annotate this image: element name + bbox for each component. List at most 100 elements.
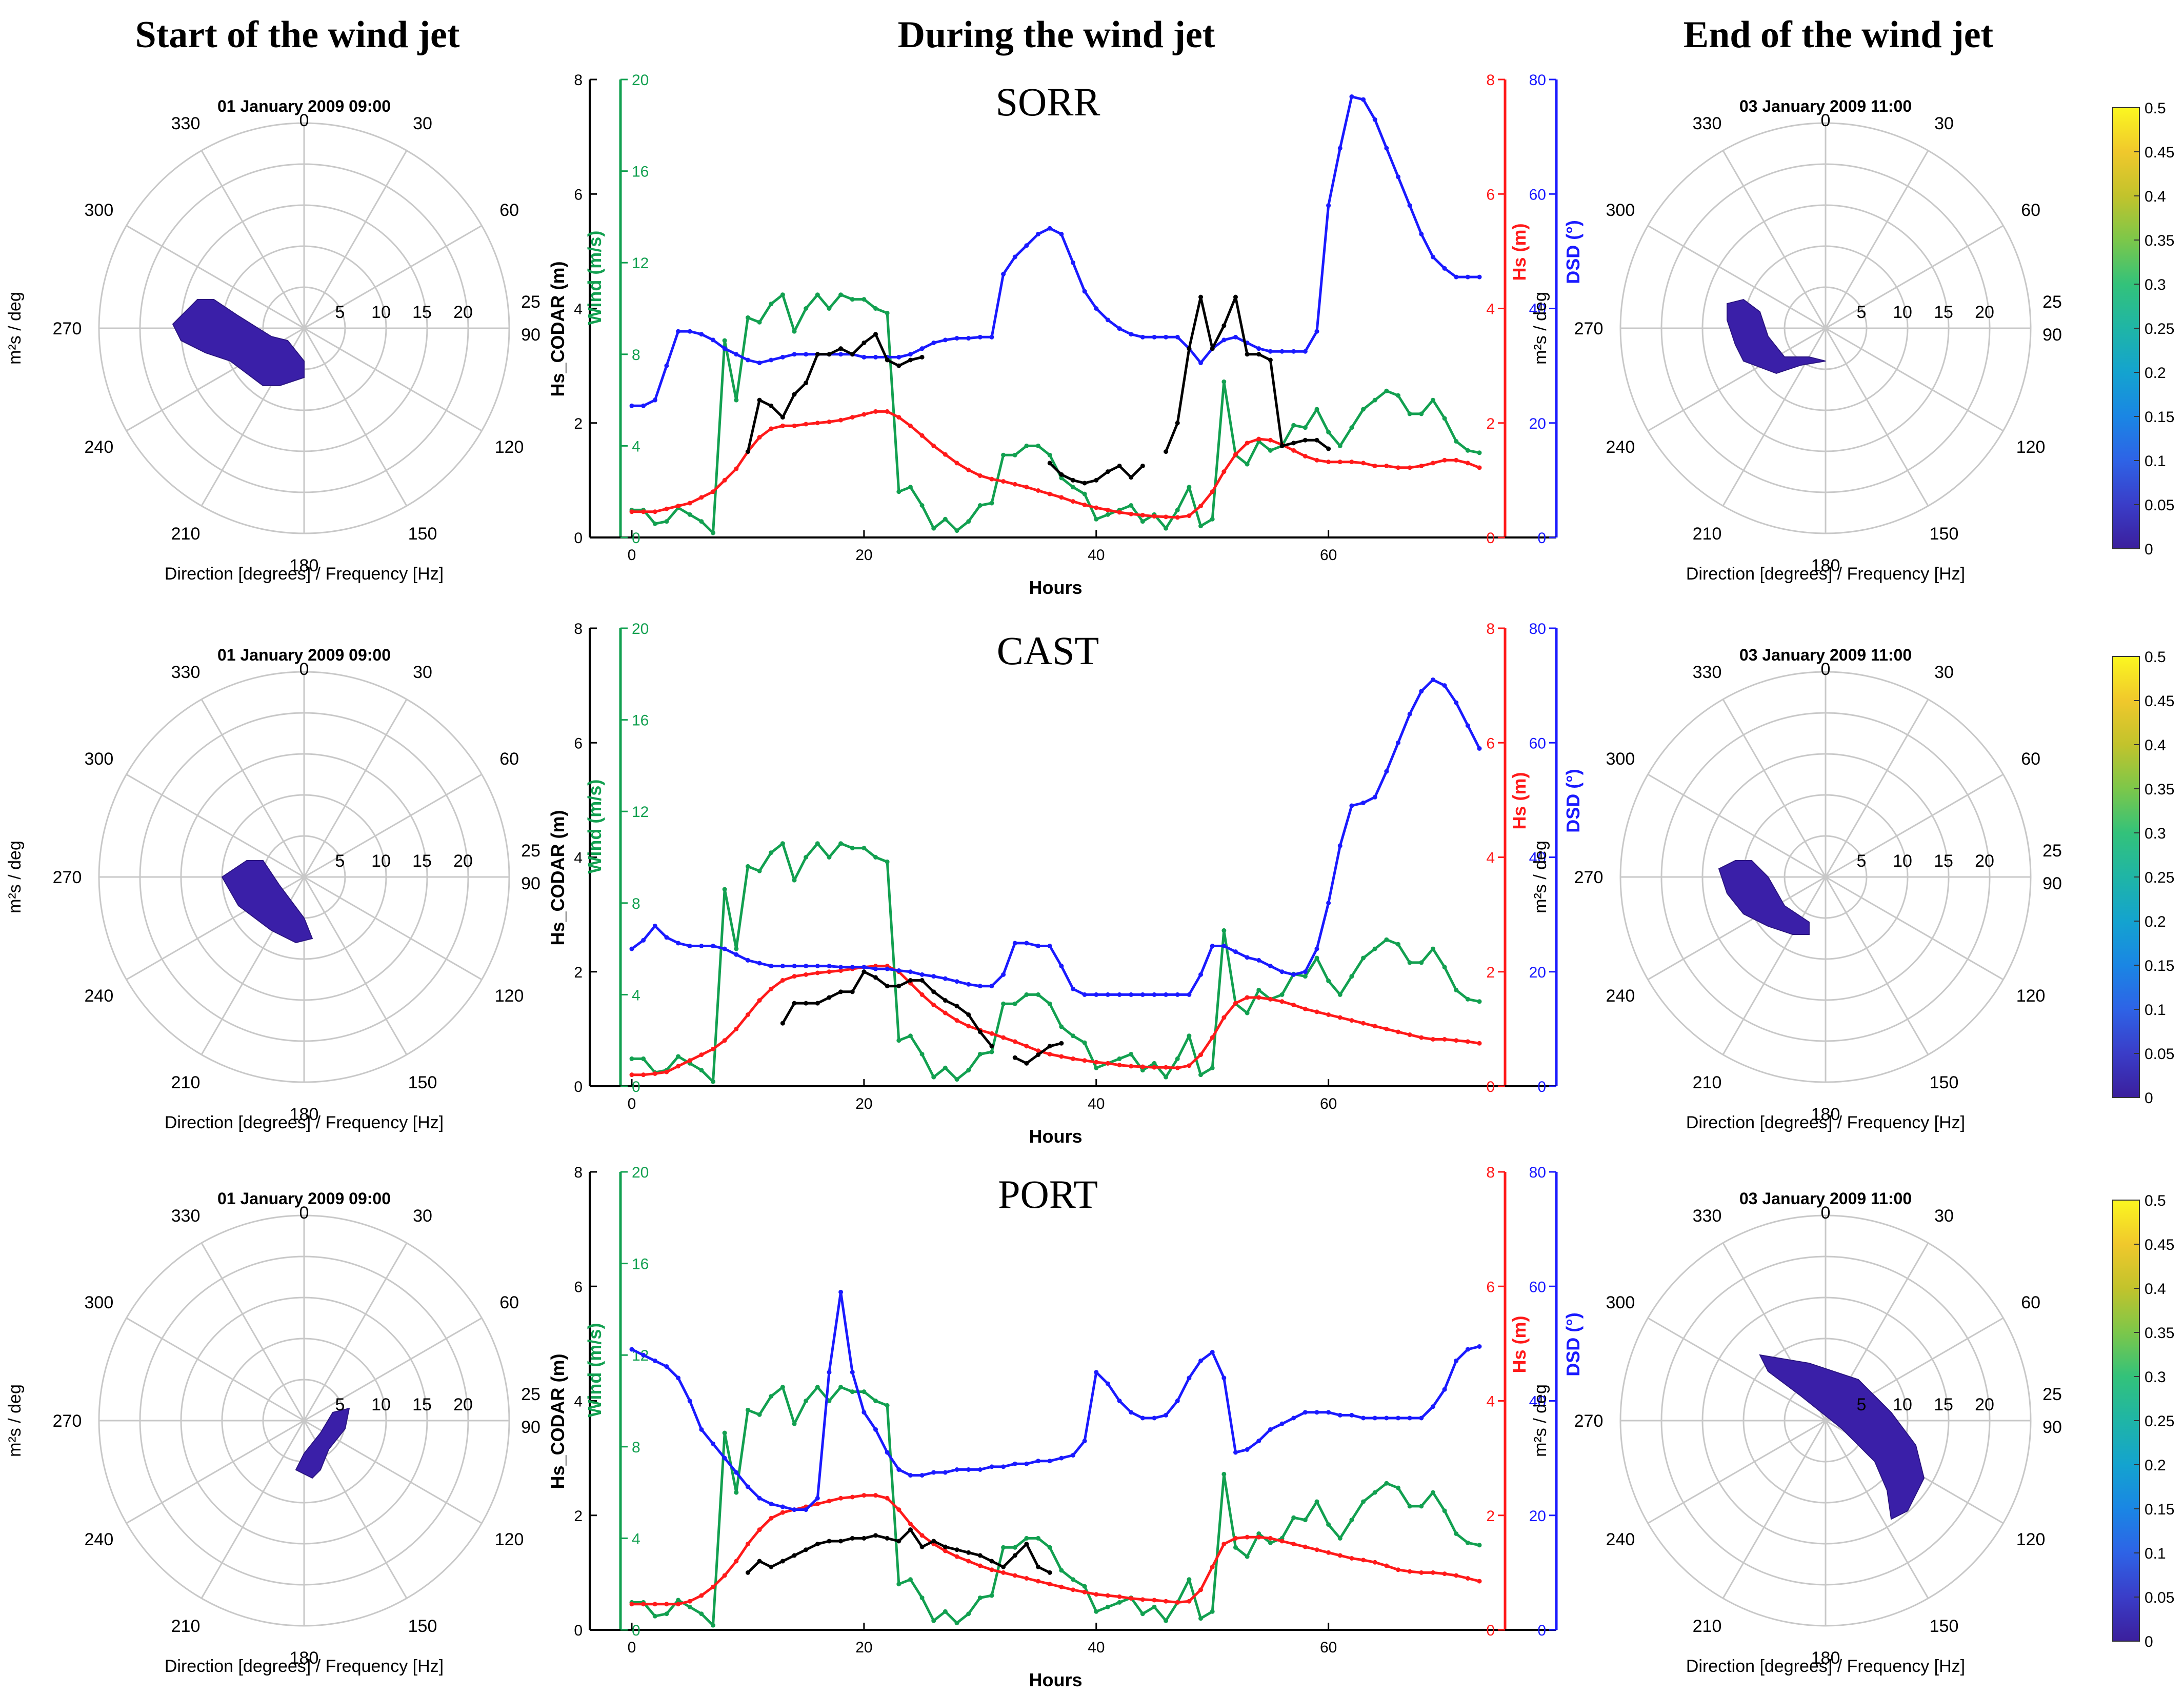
point-hs bbox=[734, 1026, 739, 1031]
point-hs bbox=[1395, 465, 1400, 470]
point-codar bbox=[919, 1544, 925, 1549]
point-hs bbox=[1105, 507, 1110, 512]
point-hs bbox=[1070, 1587, 1075, 1592]
end-cast-angle-label-300: 300 bbox=[1606, 749, 1635, 769]
end-sorr-polar-ylabel: m²s / deg bbox=[1531, 292, 1550, 365]
colorbar-tick-label: 0.3 bbox=[2145, 825, 2166, 842]
point-hs bbox=[1094, 1060, 1099, 1065]
point-dsd bbox=[1140, 1415, 1145, 1421]
point-hs bbox=[1198, 1587, 1204, 1592]
end-sorr-spoke bbox=[1722, 150, 1827, 329]
point-wind bbox=[734, 397, 739, 403]
point-dsd bbox=[792, 964, 797, 969]
end-sorr-spoke bbox=[1825, 225, 2004, 329]
point-hs bbox=[1395, 1567, 1400, 1572]
point-wind bbox=[1291, 423, 1296, 428]
point-wind bbox=[1059, 1568, 1064, 1573]
point-dsd bbox=[699, 944, 704, 949]
point-hs bbox=[1024, 485, 1029, 490]
point-hs bbox=[943, 452, 948, 457]
end-sorr-angle-label-0: 0 bbox=[1821, 111, 1831, 130]
point-wind bbox=[1314, 955, 1319, 961]
point-hs bbox=[1210, 489, 1215, 494]
point-codar bbox=[989, 1559, 994, 1564]
point-hs bbox=[896, 1507, 901, 1512]
point-wind bbox=[1303, 1518, 1308, 1523]
ylabel-codar: Hs_CODAR (m) bbox=[547, 1353, 568, 1489]
point-hs bbox=[1291, 1002, 1296, 1007]
point-hs bbox=[966, 1024, 971, 1029]
point-wind bbox=[1245, 462, 1250, 467]
point-dsd bbox=[1349, 1412, 1354, 1418]
point-wind bbox=[908, 1033, 913, 1039]
point-wind bbox=[687, 1604, 692, 1609]
colorbar-tick-label: 0.2 bbox=[2145, 913, 2166, 930]
point-hs bbox=[1175, 515, 1180, 520]
point-codar bbox=[780, 1559, 785, 1564]
point-wind bbox=[1221, 379, 1227, 384]
point-codar bbox=[769, 1564, 774, 1569]
point-dsd bbox=[1059, 231, 1064, 236]
point-dsd bbox=[1477, 746, 1482, 751]
point-dsd bbox=[1372, 1415, 1377, 1421]
point-dsd bbox=[1361, 1415, 1366, 1421]
end-sorr-angle-label-210: 210 bbox=[1693, 524, 1722, 544]
point-wind bbox=[1105, 512, 1110, 517]
point-dsd bbox=[1314, 946, 1319, 951]
tick-label-x: 0 bbox=[628, 1095, 636, 1112]
end-port-angle-label-120: 120 bbox=[2016, 1530, 2046, 1549]
point-hs bbox=[1337, 1015, 1343, 1020]
end-port-angle-label-330: 330 bbox=[1693, 1206, 1722, 1226]
colorbar-tick-label: 0 bbox=[2145, 1633, 2153, 1650]
point-wind bbox=[722, 338, 727, 343]
point-wind bbox=[1430, 397, 1435, 403]
start-sorr-spectrum-blob bbox=[172, 299, 305, 386]
end-cast-angle-label-120: 120 bbox=[2016, 986, 2046, 1006]
point-codar bbox=[931, 1539, 936, 1544]
point-wind bbox=[966, 1611, 971, 1617]
point-hs bbox=[1314, 1009, 1319, 1014]
point-wind bbox=[629, 1056, 634, 1061]
point-dsd bbox=[1279, 349, 1285, 354]
start-cast-polar-xlabel: Direction [degrees] / Frequency [Hz] bbox=[165, 1113, 444, 1132]
point-codar bbox=[1326, 446, 1331, 451]
point-dsd bbox=[804, 1507, 809, 1512]
point-wind bbox=[989, 1049, 994, 1054]
point-hs bbox=[1419, 1570, 1424, 1575]
point-hs bbox=[1256, 995, 1261, 1000]
point-codar bbox=[966, 1550, 971, 1555]
point-wind bbox=[1419, 960, 1424, 965]
end-port-radial-label-25: 25 bbox=[2042, 1385, 2062, 1404]
point-codar bbox=[757, 1559, 762, 1564]
start-port-radial-label-5: 5 bbox=[335, 1395, 345, 1414]
end-sorr-spoke bbox=[1825, 328, 1929, 507]
point-wind bbox=[652, 1613, 657, 1619]
point-wind bbox=[827, 855, 832, 860]
point-wind bbox=[815, 1385, 820, 1390]
point-codar bbox=[873, 975, 878, 980]
point-dsd bbox=[722, 946, 727, 951]
point-hs bbox=[652, 1071, 657, 1076]
point-dsd bbox=[1094, 992, 1099, 997]
point-codar bbox=[1233, 294, 1238, 300]
tick-label-codar: 2 bbox=[574, 1508, 583, 1525]
point-hs bbox=[1001, 1035, 1006, 1040]
point-dsd bbox=[1164, 992, 1169, 997]
colorbar-tick-label: 0.3 bbox=[2145, 276, 2166, 293]
point-codar bbox=[966, 1012, 971, 1017]
start-sorr-spoke bbox=[303, 328, 408, 507]
point-hs bbox=[827, 1499, 832, 1504]
point-dsd bbox=[734, 352, 739, 357]
tick-label-x: 20 bbox=[855, 547, 872, 564]
series-dsd bbox=[632, 95, 1479, 407]
point-hs bbox=[1442, 457, 1447, 463]
point-dsd bbox=[687, 944, 692, 949]
point-wind bbox=[1152, 1061, 1157, 1066]
point-wind bbox=[664, 1611, 669, 1617]
point-dsd bbox=[711, 337, 716, 343]
point-codar bbox=[1047, 461, 1052, 466]
point-hs bbox=[1279, 1539, 1285, 1544]
point-wind bbox=[1477, 1543, 1482, 1548]
point-dsd bbox=[1001, 272, 1006, 277]
